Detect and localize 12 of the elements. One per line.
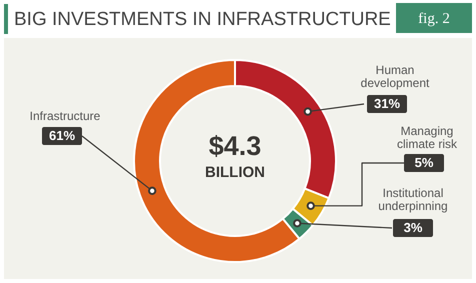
text: BILLION: [205, 164, 265, 181]
data-label: 61%: [48, 128, 76, 143]
chart-title: BIG INVESTMENTS IN INFRASTRUCTURE: [14, 9, 391, 30]
data-label: 3%: [404, 220, 423, 235]
data-label: 31%: [374, 96, 400, 111]
slice-label: Human development: [360, 63, 430, 90]
slice-label: Managing climate risk: [396, 124, 458, 151]
text: $4.3: [208, 131, 262, 161]
slice-label: Institutional underpinning: [378, 186, 448, 213]
data-label: 5%: [414, 155, 434, 170]
slice-label: Infrastructure: [30, 109, 101, 123]
caption: fig. 2: [418, 11, 450, 27]
